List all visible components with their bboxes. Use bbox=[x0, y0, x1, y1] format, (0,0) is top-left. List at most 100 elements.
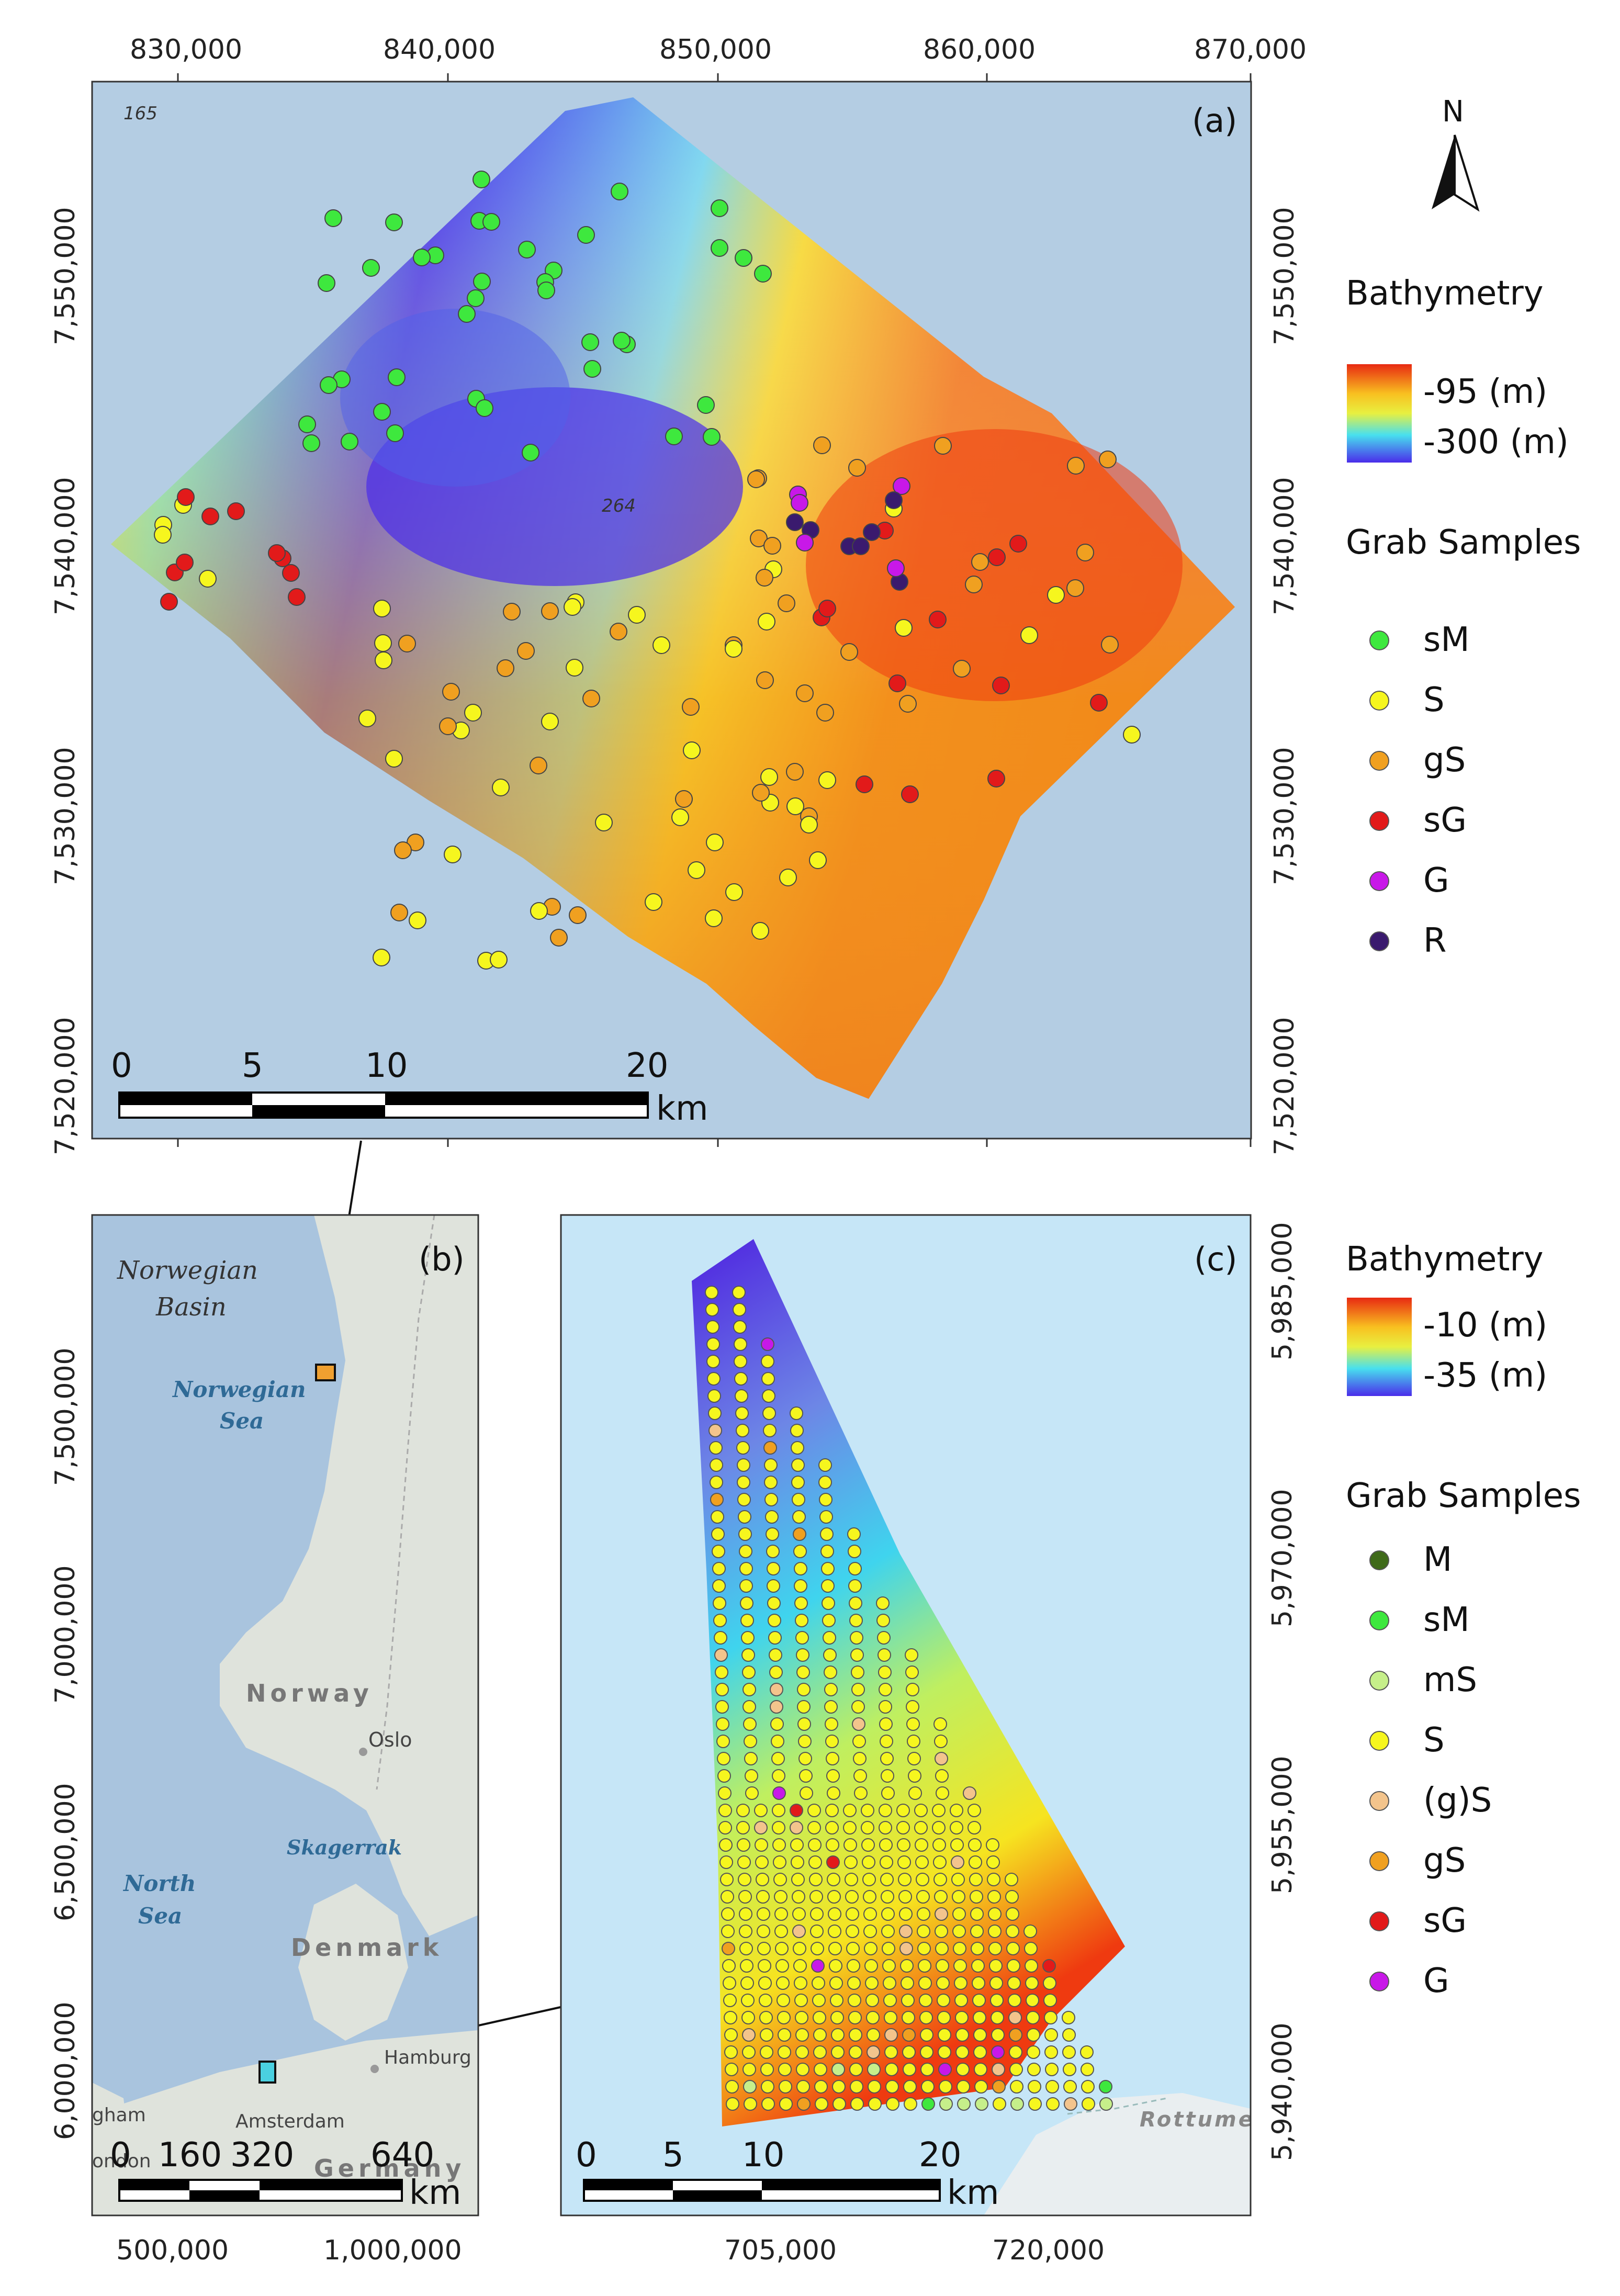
panel-c-sample-point bbox=[914, 1821, 928, 1834]
place-norwegian-sea-2: Sea bbox=[220, 1408, 264, 1434]
legend-a-item-label-2: gS bbox=[1423, 741, 1466, 780]
panel-b-land-continent bbox=[92, 2030, 478, 2215]
legend-c-item-marker-6 bbox=[1369, 1911, 1389, 1931]
panel-c-sample-point bbox=[792, 1493, 805, 1506]
panel-c-sample-point bbox=[974, 2063, 987, 2076]
panel-c: Rottume (c) 0 5 10 20 km 705,000 720,000… bbox=[560, 1214, 1298, 2266]
panel-c-sample-point bbox=[1025, 1976, 1039, 1990]
panel-c-ytick-5970000: 5,970,000 bbox=[1267, 1489, 1298, 1627]
panel-c-coast bbox=[984, 2093, 1251, 2215]
panel-c-sample-point bbox=[952, 1924, 966, 1938]
panel-c-sample-point bbox=[772, 1838, 786, 1852]
panel-c-sample-point bbox=[828, 1907, 841, 1921]
panel-c-sample-point bbox=[737, 1476, 750, 1489]
panel-c-sample-point bbox=[1081, 2080, 1095, 2094]
panel-c-sample-point bbox=[766, 1527, 779, 1541]
panel-c-sample-point bbox=[881, 1890, 894, 1904]
panel-c-sample-point bbox=[715, 1683, 729, 1696]
scale-a-tick-5: 5 bbox=[242, 1046, 263, 1085]
panel-c-sample-point bbox=[848, 1545, 861, 1558]
panel-c-sample-point bbox=[761, 1372, 775, 1386]
panel-c-sample-point bbox=[790, 1821, 803, 1834]
panel-c-sample-point bbox=[848, 2011, 862, 2024]
panel-c-sample-point bbox=[950, 1821, 963, 1834]
place-north-sea-2: Sea bbox=[138, 1903, 182, 1929]
panel-c-sample-point bbox=[824, 1700, 838, 1714]
panel-c-sample-point bbox=[843, 1838, 857, 1852]
panel-a-sample-point bbox=[409, 911, 426, 929]
panel-c-sample-point bbox=[975, 2097, 988, 2111]
panel-c-sample-point bbox=[899, 1907, 913, 1921]
panel-c-sample-point bbox=[715, 1700, 729, 1714]
panel-c-sample-point bbox=[861, 1838, 875, 1852]
panel-a-sample-point bbox=[899, 695, 917, 713]
panel-c-sample-point bbox=[950, 1804, 963, 1817]
panel-c-sample-point bbox=[951, 1855, 964, 1869]
legend-c-item-label-4: (g)S bbox=[1423, 1781, 1492, 1820]
panel-c-sample-point bbox=[778, 2045, 791, 2059]
place-oslo: Oslo bbox=[368, 1728, 412, 1751]
panel-c-sample-point bbox=[882, 1959, 896, 1973]
panel-b-xtick-500000: 500,000 bbox=[116, 2235, 229, 2266]
panel-c-sample-point bbox=[970, 1907, 984, 1921]
panel-c-sample-point bbox=[795, 1631, 809, 1645]
panel-c-sample-point bbox=[868, 2080, 881, 2094]
panel-b-inset-marker-a bbox=[315, 1364, 336, 1381]
panel-c-sample-point bbox=[880, 1873, 894, 1886]
panel-a-sample-point bbox=[385, 213, 403, 231]
panel-c-sample-point bbox=[706, 1320, 719, 1334]
panel-c-sample-point bbox=[969, 1855, 982, 1869]
panel-c-sample-point bbox=[790, 1804, 803, 1817]
panel-c-sample-point bbox=[850, 1648, 864, 1662]
panel-a-sample-point bbox=[688, 861, 705, 879]
panel-c-xtick-705000: 705,000 bbox=[724, 2235, 837, 2266]
panel-c-sample-point bbox=[884, 2028, 898, 2042]
panel-c-sample-point bbox=[825, 1804, 839, 1817]
panel-c-sample-point bbox=[849, 2028, 862, 2042]
panel-c-sample-point bbox=[796, 2063, 809, 2076]
scale-a-unit: km bbox=[656, 1089, 708, 1128]
panel-a-sample-point bbox=[458, 305, 476, 323]
panel-a-scale-bar: 0 5 10 20 km bbox=[111, 1046, 708, 1128]
panel-a-ytick-left-7520000: 7,520,000 bbox=[50, 1017, 81, 1155]
panel-c-sample-point bbox=[905, 1648, 918, 1662]
panel-c-sample-point bbox=[852, 1735, 866, 1748]
legend-c-item-marker-0 bbox=[1369, 1550, 1389, 1570]
panel-c-sample-point bbox=[809, 1890, 823, 1904]
panel-a-sample-point bbox=[537, 282, 555, 299]
panel-a-sample-point bbox=[298, 415, 316, 433]
panel-a-sample-point bbox=[577, 226, 595, 244]
panel-c-sample-point bbox=[829, 1959, 842, 1973]
panel-c-sample-point bbox=[797, 1700, 811, 1714]
panel-c-sample-point bbox=[763, 1441, 777, 1455]
panel-c-sample-point bbox=[757, 1924, 770, 1938]
panel-c-sample-point bbox=[824, 1683, 838, 1696]
panel-b-ytick-7000000: 7,000,000 bbox=[50, 1565, 81, 1704]
panel-c-sample-point bbox=[904, 2097, 917, 2111]
panel-a-sample-point bbox=[645, 893, 662, 911]
panel-c-sample-point bbox=[819, 1510, 833, 1524]
panel-c-sample-point bbox=[772, 1804, 785, 1817]
panel-c-sample-point bbox=[755, 1838, 768, 1852]
panel-c-sample-point bbox=[986, 1855, 1000, 1869]
panel-c-sample-point bbox=[714, 1648, 728, 1662]
panel-a-sample-point bbox=[268, 544, 286, 562]
panel-a-sample-point bbox=[671, 808, 689, 826]
panel-a-sample-point bbox=[282, 564, 300, 582]
place-amsterdam: Amsterdam bbox=[235, 2111, 345, 2132]
panel-c-sample-point bbox=[791, 1441, 804, 1455]
panel-a-deep-basin-2 bbox=[340, 309, 570, 487]
panel-c-sample-point bbox=[848, 1994, 861, 2007]
legend-a-item-marker-2 bbox=[1369, 751, 1389, 771]
panel-c-sample-point bbox=[775, 1959, 789, 1973]
panel-c-sample-point bbox=[724, 2028, 738, 2042]
scale-c-tick-5: 5 bbox=[662, 2136, 684, 2175]
panel-a-sample-point bbox=[373, 949, 390, 966]
panel-c-sample-point bbox=[992, 2063, 1005, 2076]
panel-c-sample-point bbox=[1007, 1976, 1021, 1990]
panel-c-sample-point bbox=[735, 1389, 748, 1403]
panel-c-sample-point bbox=[955, 2028, 969, 2042]
panel-c-sample-point bbox=[754, 1804, 768, 1817]
panel-c-sample-point bbox=[797, 1683, 811, 1696]
panel-c-sample-point bbox=[952, 1907, 966, 1921]
